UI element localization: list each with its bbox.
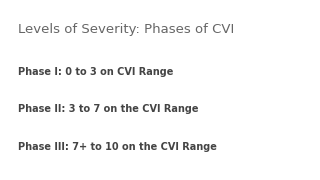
Text: Phase II: 3 to 7 on the CVI Range: Phase II: 3 to 7 on the CVI Range: [18, 104, 198, 114]
Text: Phase III: 7+ to 10 on the CVI Range: Phase III: 7+ to 10 on the CVI Range: [18, 142, 216, 152]
Text: Levels of Severity: Phases of CVI: Levels of Severity: Phases of CVI: [18, 23, 234, 36]
Text: Phase I: 0 to 3 on CVI Range: Phase I: 0 to 3 on CVI Range: [18, 67, 173, 77]
